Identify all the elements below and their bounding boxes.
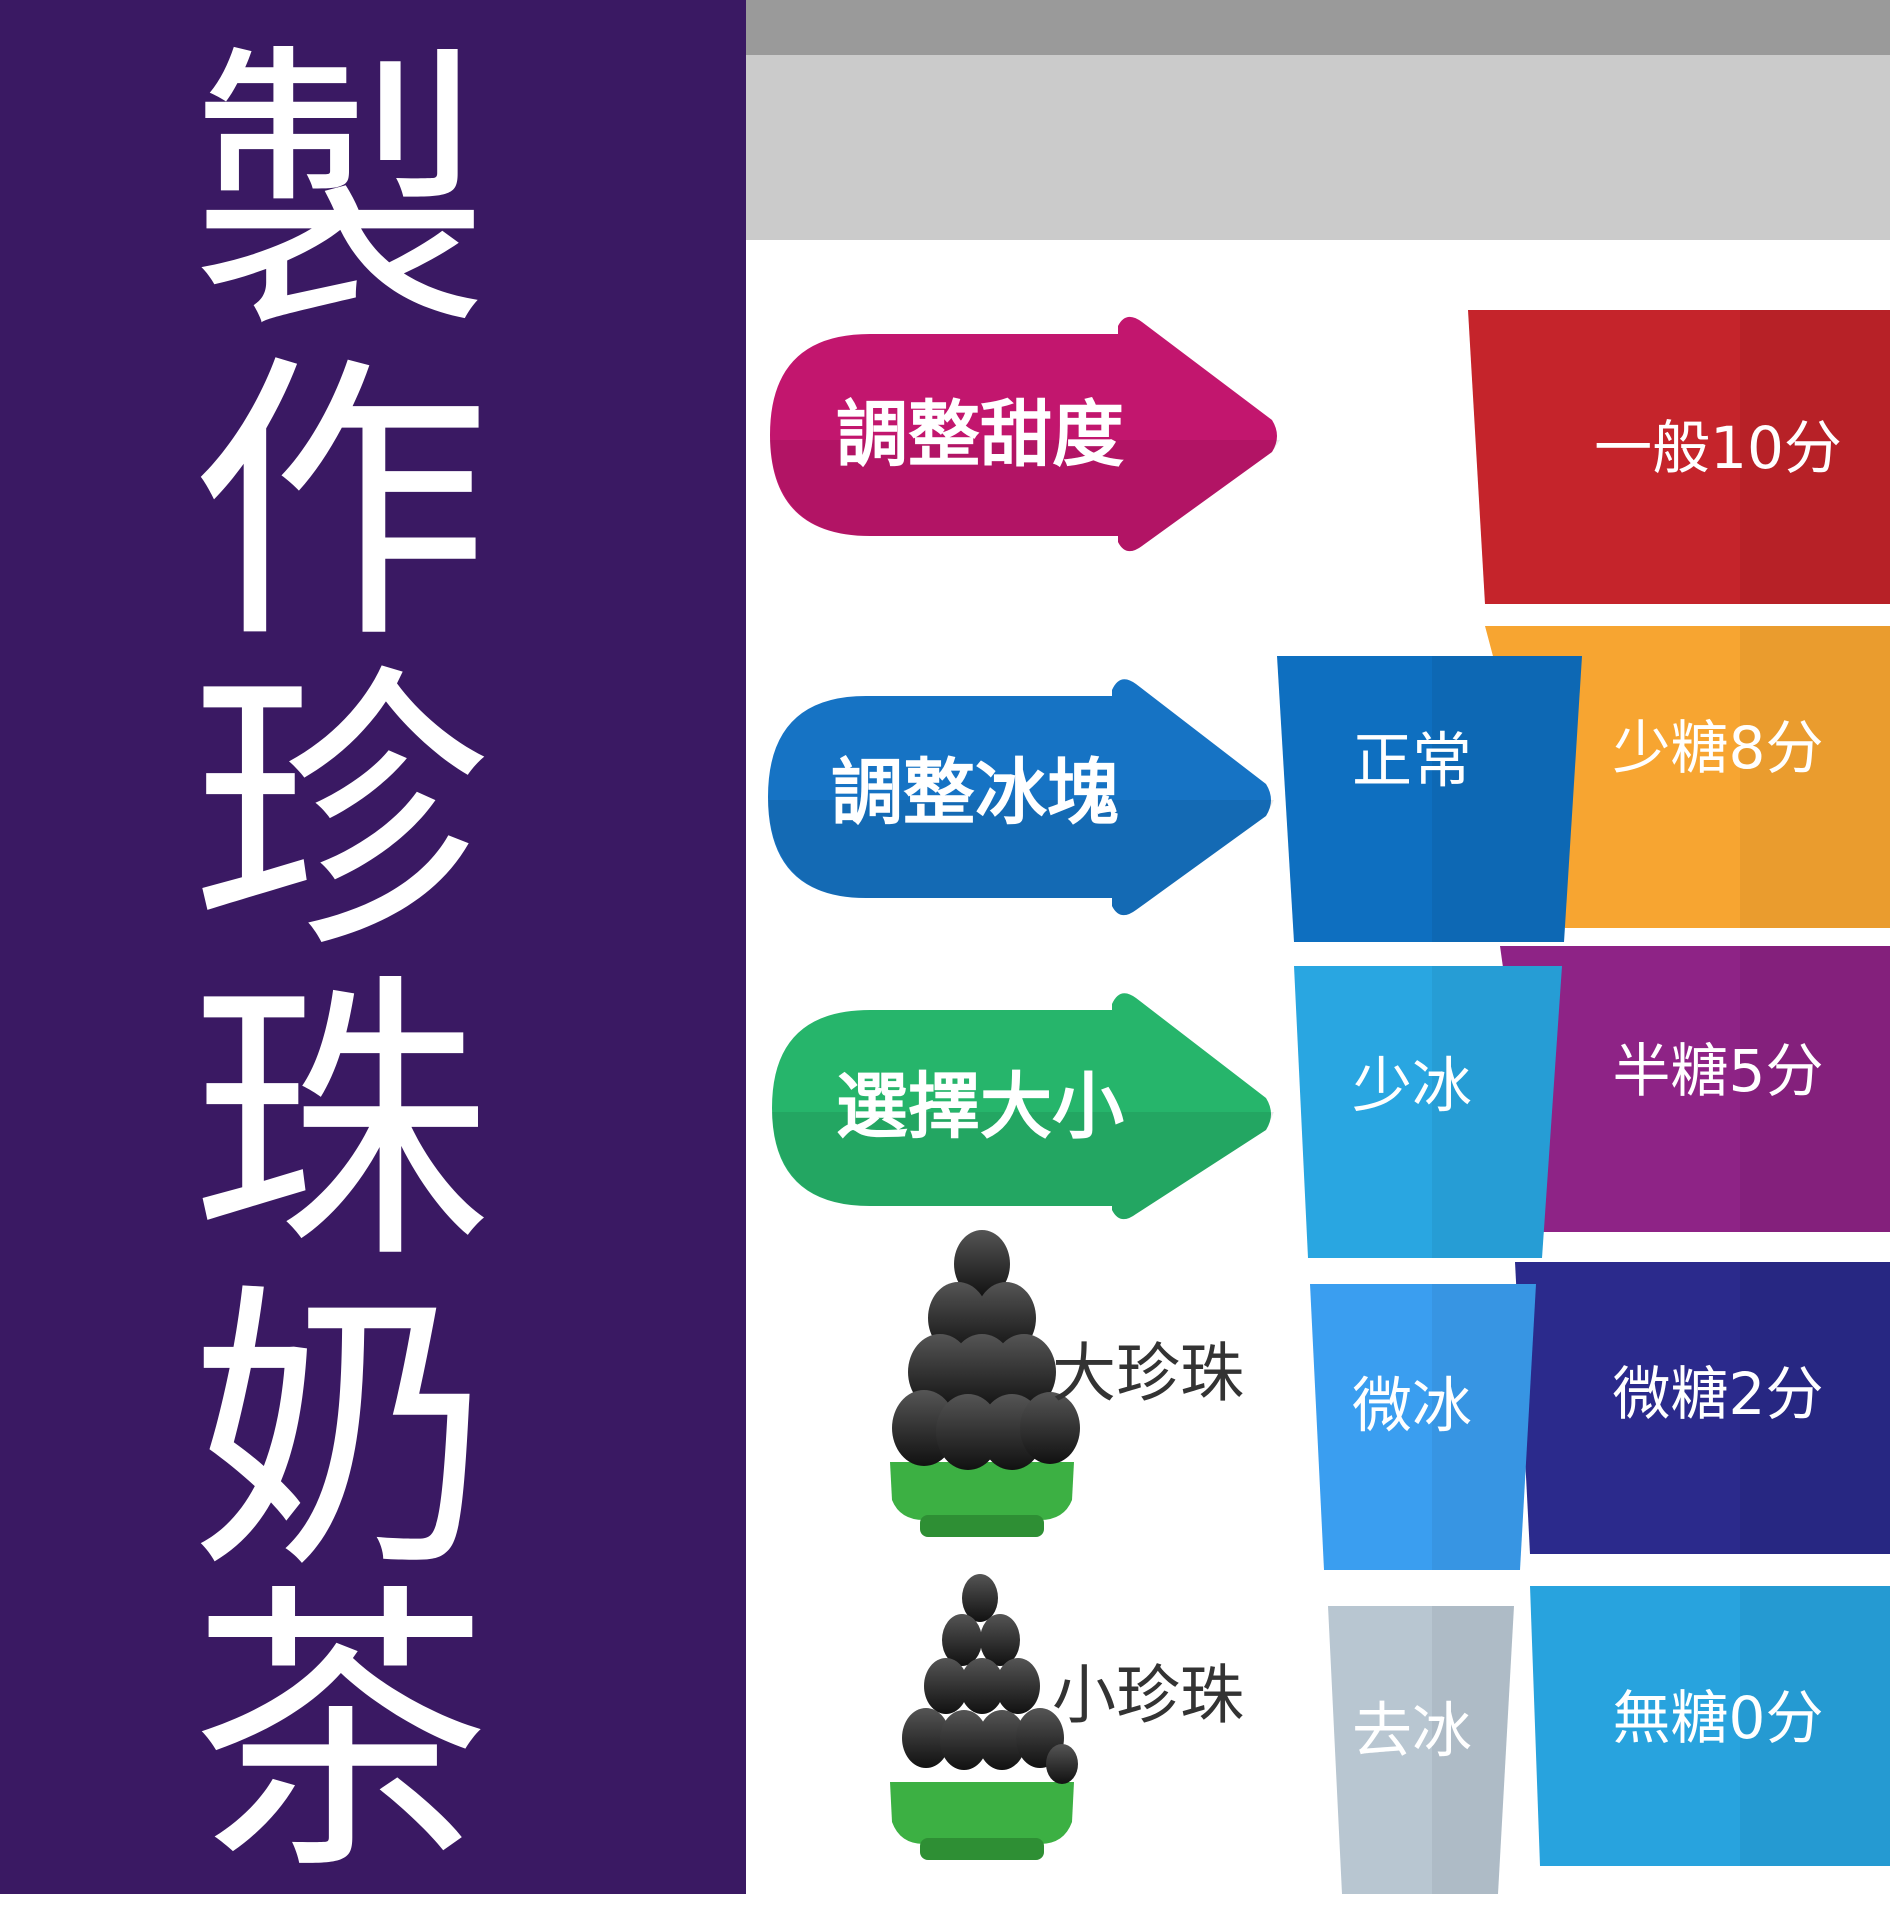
ice-option-1-label: 正常 [1352, 727, 1472, 797]
sugar-option-5[interactable]: 無糖0分 [1530, 1586, 1890, 1866]
title-char-4: 珠 [190, 950, 490, 1299]
sugar-option-4[interactable]: 微糖2分 [1515, 1262, 1890, 1554]
sugar-option-3-label: 半糖5分 [1613, 1037, 1824, 1105]
title-char-3: 珍 [190, 640, 490, 989]
sugar-option-3-shape [1500, 946, 1890, 1232]
title-char-2: 作 [190, 330, 490, 679]
ice-option-4-label: 去冰 [1352, 1697, 1472, 1767]
sugar-option-1-label: 一般10分 [1594, 414, 1842, 482]
adjust-ice-label: 調整冰塊 [831, 751, 1119, 835]
select-size-block[interactable]: 選擇大小 [772, 993, 1274, 1220]
adjust-sweetness-label: 調整甜度 [836, 393, 1124, 477]
small-pearl-icon[interactable] [890, 1574, 1078, 1860]
title-char-1: 製 [190, 20, 490, 369]
large-pearl-icon[interactable] [890, 1230, 1080, 1537]
ice-option-1[interactable]: 正常 [1277, 656, 1582, 942]
ice-option-3-shape [1310, 1284, 1536, 1570]
sugar-option-3[interactable]: 半糖5分 [1500, 946, 1890, 1232]
sugar-option-2[interactable]: 少糖8分 [1485, 626, 1890, 928]
large-pearl-label: 大珍珠 [1052, 1338, 1244, 1412]
sugar-option-2-shape [1485, 626, 1890, 928]
sugar-option-4-shape [1515, 1262, 1890, 1554]
sub-gray-bar [746, 55, 1890, 240]
ice-option-2-label: 少冰 [1352, 1052, 1472, 1122]
small-pearl-label: 小珍珠 [1052, 1660, 1244, 1734]
ice-option-3-label: 微冰 [1352, 1372, 1472, 1442]
sugar-option-5-shape [1530, 1586, 1890, 1866]
title-panel: 製 作 珍 珠 奶 茶 [0, 0, 746, 1894]
ice-option-4-shape [1328, 1606, 1514, 1894]
sugar-option-5-label: 無糖0分 [1613, 1684, 1824, 1752]
sugar-option-4-label: 微糖2分 [1613, 1360, 1824, 1428]
ice-option-4[interactable]: 去冰 [1328, 1606, 1514, 1894]
adjust-sweetness-block[interactable]: 調整甜度 [770, 316, 1280, 552]
sugar-option-2-label: 少糖8分 [1613, 714, 1824, 782]
select-size-shape [772, 993, 1271, 1220]
ice-option-2-shape [1294, 966, 1562, 1258]
top-gray-bar [746, 0, 1890, 55]
title-char-5: 奶 [190, 1260, 490, 1609]
ice-option-2[interactable]: 少冰 [1294, 966, 1562, 1258]
adjust-sweetness-shape [770, 316, 1277, 552]
sugar-option-1-shape [1468, 310, 1890, 604]
adjust-ice-shape [768, 679, 1271, 916]
adjust-ice-block[interactable]: 調整冰塊 [768, 679, 1274, 916]
select-size-label: 選擇大小 [836, 1065, 1124, 1149]
title-char-6: 茶 [190, 1560, 490, 1909]
sugar-option-1[interactable]: 一般10分 [1468, 310, 1890, 604]
ice-option-3[interactable]: 微冰 [1310, 1284, 1536, 1570]
ice-option-1-shape [1277, 656, 1582, 942]
